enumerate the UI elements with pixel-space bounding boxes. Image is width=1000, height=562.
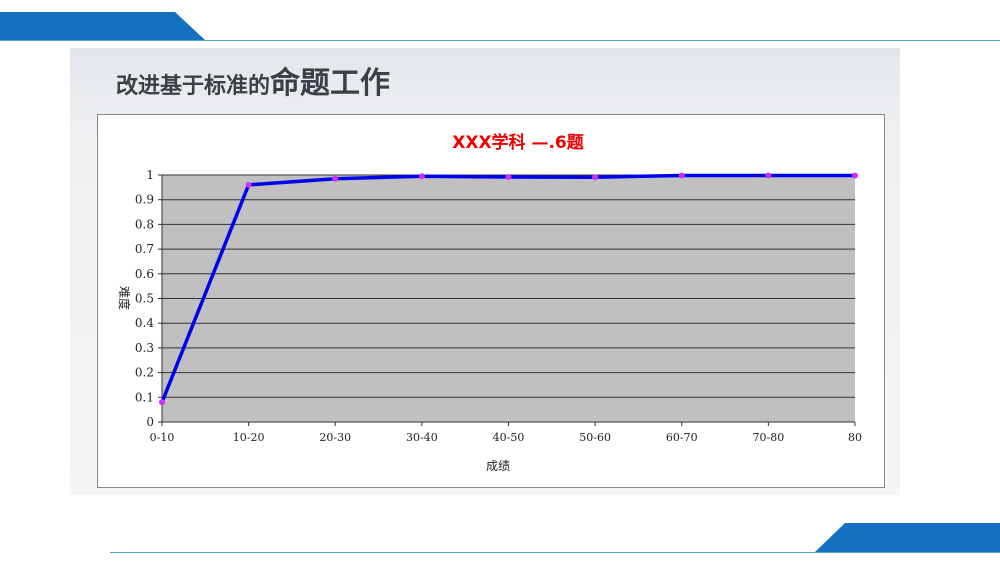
x-tick-label: 80 [848, 431, 862, 444]
x-tick-label: 20-30 [319, 431, 351, 444]
y-axis-label: 难度 [117, 286, 132, 310]
top-accent-bar [0, 12, 205, 40]
data-point [505, 173, 512, 180]
slide-title-big: 命题工作 [270, 66, 391, 101]
x-tick-label: 40-50 [493, 431, 525, 444]
bottom-divider [110, 552, 1000, 553]
data-point [765, 172, 772, 179]
x-axis-label: 成绩 [486, 459, 510, 473]
x-tick-label: 60-70 [666, 431, 698, 444]
data-point [159, 399, 165, 406]
y-tick-label: 0.7 [135, 242, 154, 256]
y-tick-label: 0.1 [135, 390, 154, 404]
x-tick-label: 70-80 [753, 431, 785, 444]
data-point [592, 174, 599, 181]
bottom-accent-bar [815, 523, 1000, 552]
y-tick-label: 0.4 [135, 316, 154, 330]
slide-title-small: 改进基于标准的 [116, 74, 271, 99]
data-point [852, 172, 858, 179]
data-point [418, 173, 425, 180]
slide-title: 改进基于标准的命题工作 [116, 58, 390, 102]
top-divider [0, 40, 1000, 41]
data-point [245, 181, 252, 188]
data-point [678, 172, 685, 179]
x-tick-label: 0-10 [150, 431, 175, 444]
y-tick-label: 1 [146, 168, 154, 182]
x-tick-label: 30-40 [406, 431, 438, 444]
chart-title: XXX学科 —.6题 [452, 132, 585, 153]
y-tick-label: 0.9 [135, 193, 154, 207]
data-point [332, 175, 339, 182]
y-tick-label: 0.8 [135, 217, 154, 231]
y-tick-label: 0.5 [135, 292, 154, 306]
x-tick-label: 50-60 [579, 431, 611, 444]
y-tick-label: 0 [146, 415, 154, 429]
x-tick-label: 10-20 [233, 431, 265, 444]
y-tick-label: 0.6 [135, 267, 154, 281]
y-tick-label: 0.3 [135, 341, 154, 355]
y-tick-label: 0.2 [135, 366, 154, 380]
